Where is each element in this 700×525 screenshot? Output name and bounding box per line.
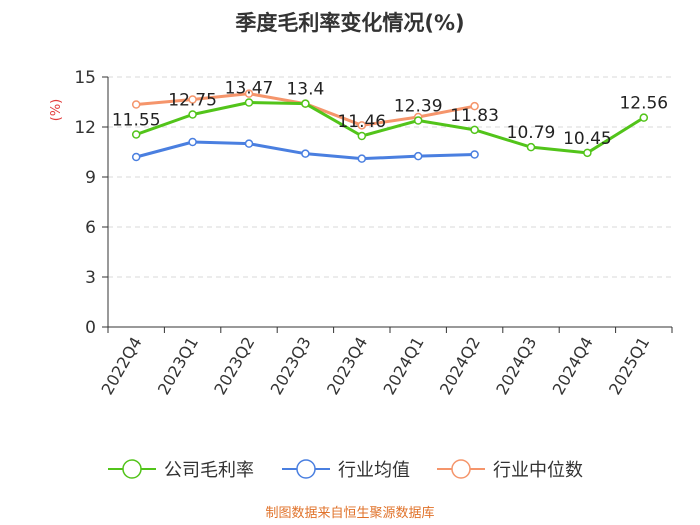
- data-point: [413, 151, 423, 161]
- source-note: 制图数据来自恒生聚源数据库: [265, 505, 434, 521]
- data-point: [526, 142, 536, 152]
- x-tick-label: 2023Q2: [210, 334, 258, 398]
- data-point: [188, 95, 197, 104]
- data-point: [639, 113, 649, 122]
- data-point: [188, 137, 197, 147]
- legend: 公司毛利率 行业均值 行业中位数: [108, 459, 583, 481]
- data-label: 12.39: [394, 97, 443, 117]
- series-line: [135, 101, 645, 155]
- y-tick-label: 15: [74, 68, 96, 88]
- y-tick-label: 12: [74, 118, 96, 138]
- legend-label: 公司毛利率: [164, 460, 254, 481]
- data-point: [413, 116, 423, 125]
- data-label: 12.56: [619, 94, 668, 114]
- x-tick-label: 2024Q2: [436, 333, 484, 397]
- data-point: [470, 125, 479, 135]
- data-label: 13.47: [225, 79, 274, 99]
- data-point: [131, 130, 141, 139]
- y-axis-label: (%): [49, 99, 64, 122]
- data-labels: 11.55 12.75 13.47 13.4 11.46 12.39 11.83 10.79 1…: [112, 79, 668, 149]
- data-point: [244, 98, 254, 107]
- y-tick-label: 9: [85, 168, 96, 188]
- legend-marker: [451, 459, 471, 479]
- data-point: [583, 148, 592, 158]
- data-point: [131, 100, 141, 109]
- data-label: 12.75: [168, 91, 217, 111]
- y-tick-label: 6: [85, 218, 96, 238]
- x-tick-label: 2024Q3: [492, 334, 540, 398]
- legend-label: 行业均值: [338, 460, 410, 481]
- grid-lines: [108, 76, 672, 278]
- data-label: 11.83: [450, 106, 499, 126]
- data-label: 10.45: [563, 129, 612, 149]
- data-label: 10.79: [507, 123, 556, 143]
- x-tick-label: 2024Q4: [549, 334, 597, 398]
- data-point: [357, 131, 367, 141]
- y-ticks: 0 3 6 9 12 15: [74, 68, 96, 338]
- x-tick-label: 2024Q1: [379, 334, 427, 398]
- x-tick-label: 2022Q4: [97, 334, 145, 398]
- legend-marker: [296, 459, 316, 479]
- y-tick-label: 0: [85, 318, 96, 338]
- legend-label: 行业中位数: [493, 460, 583, 481]
- x-ticks: 2022Q4 2023Q1 2023Q2 2023Q3 2023Q4 2024Q1 2024…: [97, 333, 653, 397]
- data-point: [188, 110, 197, 119]
- legend-marker: [122, 459, 142, 479]
- data-label: 13.4: [286, 80, 324, 100]
- x-tick-label: 2023Q3: [267, 334, 315, 398]
- data-point: [301, 149, 310, 158]
- data-point: [470, 101, 479, 111]
- x-tick-label: 2023Q4: [323, 334, 371, 398]
- data-point: [244, 139, 254, 148]
- data-point: [301, 99, 310, 108]
- y-tick-label: 3: [85, 268, 96, 288]
- data-label: 11.55: [112, 111, 161, 131]
- axes: [102, 76, 673, 333]
- series-group: [131, 89, 649, 163]
- data-point: [357, 121, 367, 130]
- x-tick-label: 2025Q1: [605, 334, 653, 398]
- data-point: [131, 152, 141, 162]
- data-point: [357, 154, 367, 163]
- data-point: [244, 89, 254, 98]
- data-label: 11.46: [337, 112, 386, 132]
- data-point: [470, 150, 479, 159]
- x-tick-label: 2023Q1: [154, 334, 202, 398]
- chart-title: 季度毛利率变化情况(%): [235, 11, 464, 35]
